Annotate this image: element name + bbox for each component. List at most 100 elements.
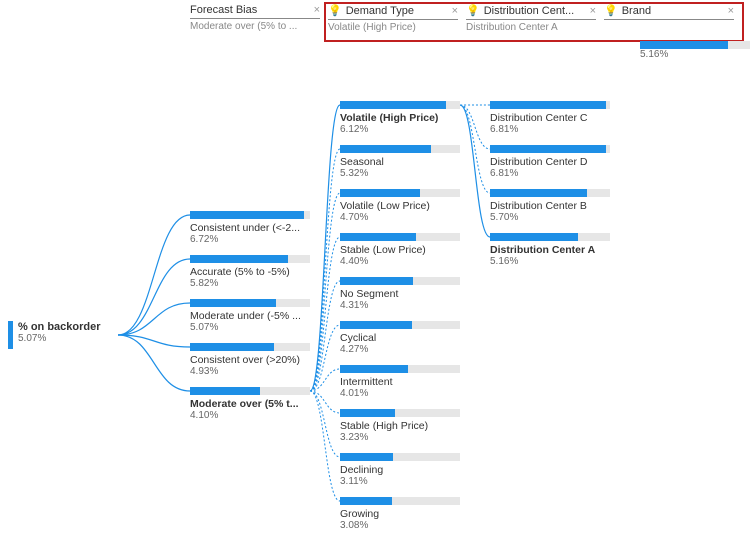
close-icon[interactable]: × (590, 5, 596, 17)
node-value: 5.16% (640, 49, 750, 60)
node-label: Distribution Center B (490, 200, 610, 212)
node-label: Intermittent (340, 376, 460, 388)
tree-node[interactable]: Distribution Center C6.81% (490, 101, 610, 135)
decomposition-tree: % on backorder5.07%Consistent under (<-2… (0, 41, 750, 551)
node-label: No Segment (340, 288, 460, 300)
node-bar (190, 387, 310, 395)
node-bar (340, 409, 460, 417)
node-label: Distribution Center D (490, 156, 610, 168)
tree-node[interactable]: Accurate (5% to -5%)5.82% (190, 255, 310, 289)
node-label: Consistent over (>20%) (190, 354, 310, 366)
node-bar (340, 321, 460, 329)
tree-node[interactable]: Distribution Center B5.70% (490, 189, 610, 223)
node-value: 6.12% (340, 124, 460, 135)
tree-node[interactable]: Consistent over (>20%)4.93% (190, 343, 310, 377)
node-value: 3.08% (340, 520, 460, 531)
node-value: 5.07% (190, 322, 310, 333)
header-column-2[interactable]: 💡 Distribution Cent...× Distribution Cente… (466, 4, 596, 33)
header-title: Distribution Cent... (484, 5, 590, 17)
node-label: Stable (High Price) (340, 420, 460, 432)
node-value: 4.93% (190, 366, 310, 377)
tree-node[interactable]: Stable (High Price)3.23% (340, 409, 460, 443)
node-label: Distribution Center C (490, 112, 610, 124)
node-bar (340, 145, 460, 153)
tree-node[interactable]: Moderate under (-5% ...5.07% (190, 299, 310, 333)
node-value: 5.82% (190, 278, 310, 289)
close-icon[interactable]: × (452, 5, 458, 17)
tree-node[interactable]: Volatile (Low Price)4.70% (340, 189, 460, 223)
lightbulb-icon: 💡 (328, 4, 342, 17)
node-value: 5.32% (340, 168, 460, 179)
header-subtitle: Distribution Center A (466, 20, 596, 33)
tree-root[interactable]: % on backorder5.07% (8, 321, 118, 344)
node-bar (490, 145, 610, 153)
node-bar (490, 233, 610, 241)
tree-node[interactable]: Distribution Center A5.16% (490, 233, 610, 267)
tree-node[interactable]: Volatile (High Price)6.12% (340, 101, 460, 135)
header-title: Forecast Bias (190, 4, 314, 16)
node-bar (340, 277, 460, 285)
tree-node[interactable]: Growing3.08% (340, 497, 460, 531)
node-label: Seasonal (340, 156, 460, 168)
root-handle (8, 321, 13, 349)
header-title: Demand Type (346, 5, 452, 17)
node-label: Distribution Center A (490, 244, 610, 256)
lightbulb-icon: 💡 (466, 4, 480, 17)
node-value: 6.81% (490, 124, 610, 135)
node-label: Declining (340, 464, 460, 476)
node-value: 4.27% (340, 344, 460, 355)
tree-node[interactable]: Declining3.11% (340, 453, 460, 487)
tree-node[interactable]: Seasonal5.32% (340, 145, 460, 179)
node-label: Moderate over (5% t... (190, 398, 310, 410)
tree-node[interactable]: Distribution Center D6.81% (490, 145, 610, 179)
node-value: 5.16% (490, 256, 610, 267)
node-label: Moderate under (-5% ... (190, 310, 310, 322)
root-value: 5.07% (18, 333, 118, 344)
node-label: Growing (340, 508, 460, 520)
node-bar (190, 211, 310, 219)
tree-node[interactable]: Consistent under (<-2...6.72% (190, 211, 310, 245)
node-label: Volatile (High Price) (340, 112, 460, 124)
tree-node[interactable]: 5.16% (640, 41, 750, 60)
tree-node[interactable]: No Segment4.31% (340, 277, 460, 311)
node-bar (640, 41, 750, 49)
close-icon[interactable]: × (314, 4, 320, 16)
tree-node[interactable]: Intermittent4.01% (340, 365, 460, 399)
node-label: Accurate (5% to -5%) (190, 266, 310, 278)
node-bar (190, 255, 310, 263)
node-bar (340, 101, 460, 109)
node-label: Volatile (Low Price) (340, 200, 460, 212)
root-label: % on backorder (18, 321, 118, 333)
node-value: 6.72% (190, 234, 310, 245)
node-bar (340, 233, 460, 241)
node-value: 4.01% (340, 388, 460, 399)
node-bar (340, 453, 460, 461)
header-subtitle (604, 20, 734, 22)
close-icon[interactable]: × (728, 5, 734, 17)
node-value: 4.40% (340, 256, 460, 267)
node-value: 4.70% (340, 212, 460, 223)
node-label: Consistent under (<-2... (190, 222, 310, 234)
tree-node[interactable]: Moderate over (5% t...4.10% (190, 387, 310, 421)
node-label: Cyclical (340, 332, 460, 344)
node-bar (190, 343, 310, 351)
header-subtitle: Moderate over (5% to ... (190, 19, 320, 32)
tree-node[interactable]: Cyclical4.27% (340, 321, 460, 355)
node-label: Stable (Low Price) (340, 244, 460, 256)
lightbulb-icon: 💡 (604, 4, 618, 17)
node-bar (340, 497, 460, 505)
node-value: 4.31% (340, 300, 460, 311)
node-value: 3.23% (340, 432, 460, 443)
header-column-1[interactable]: 💡 Demand Type× Volatile (High Price) (328, 4, 458, 33)
node-bar (190, 299, 310, 307)
header-column-3[interactable]: 💡 Brand× (604, 4, 734, 33)
header-subtitle: Volatile (High Price) (328, 20, 458, 33)
node-value: 5.70% (490, 212, 610, 223)
node-bar (340, 189, 460, 197)
node-value: 6.81% (490, 168, 610, 179)
tree-node[interactable]: Stable (Low Price)4.40% (340, 233, 460, 267)
node-value: 3.11% (340, 476, 460, 487)
header-title: Brand (622, 5, 728, 17)
header-column-0[interactable]: Forecast Bias× Moderate over (5% to ... (190, 4, 320, 33)
node-bar (490, 101, 610, 109)
